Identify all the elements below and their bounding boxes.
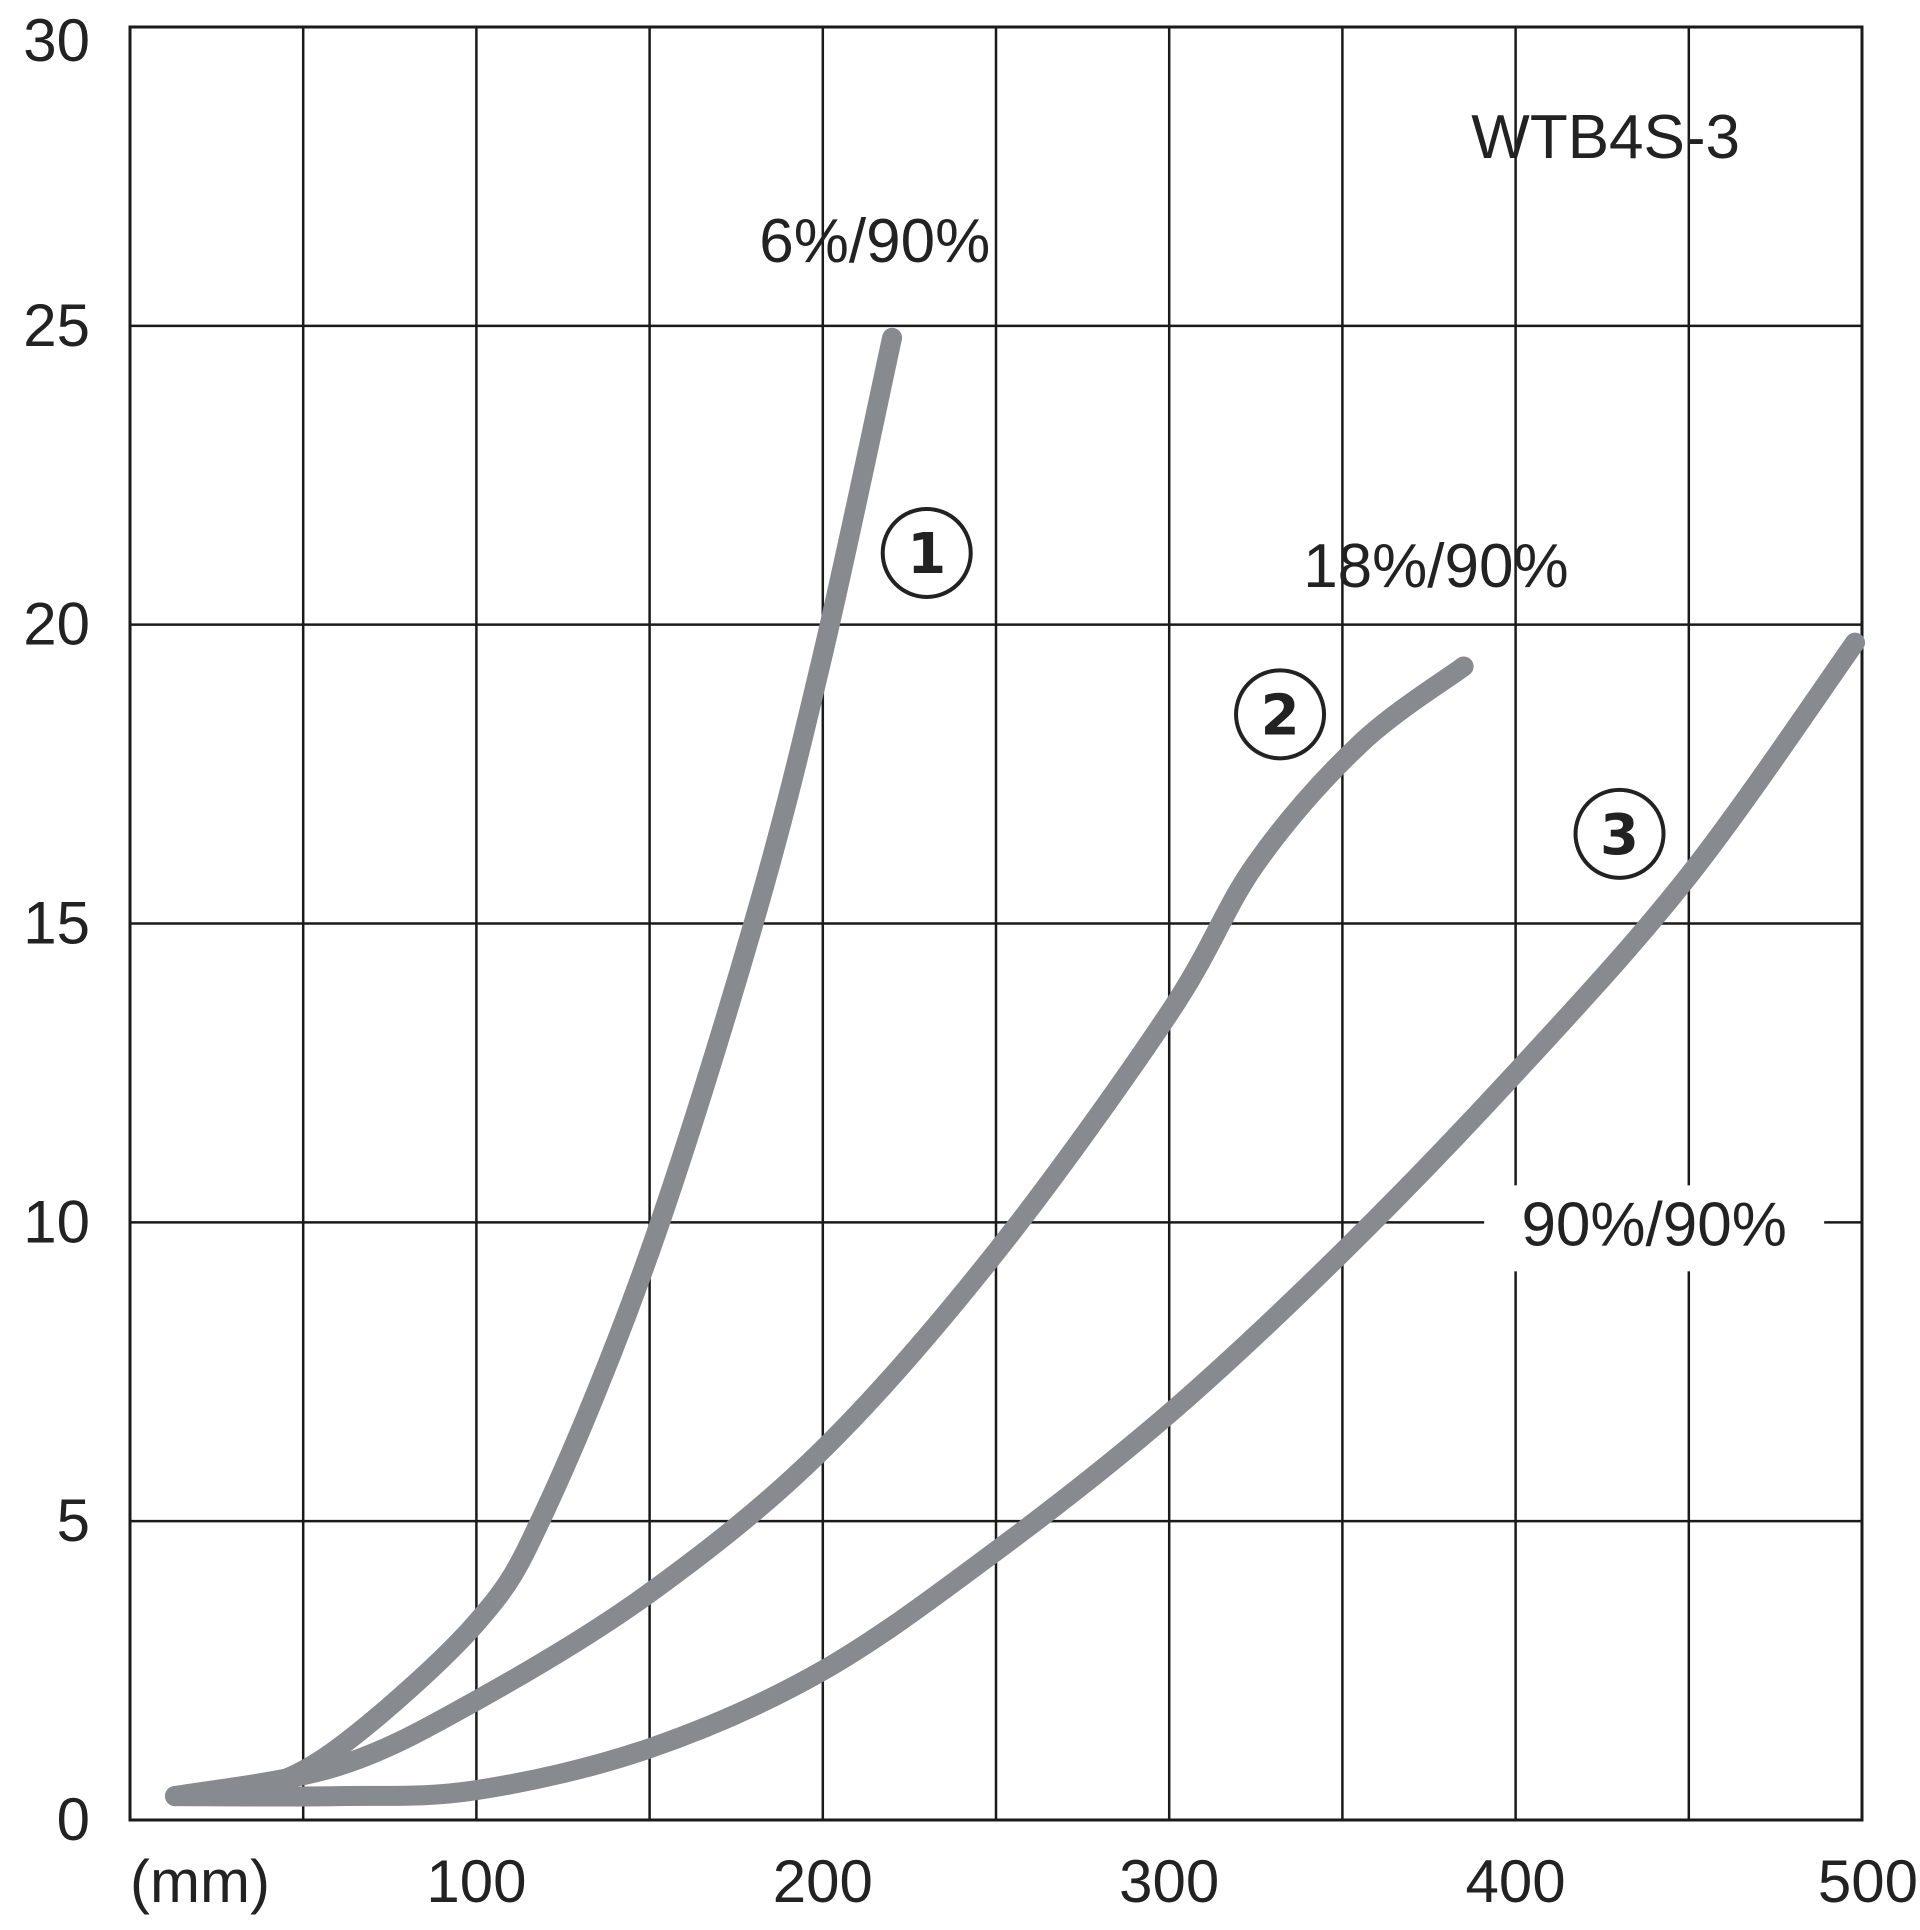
y-tick-label: 15 xyxy=(23,890,90,957)
y-tick-label: 5 xyxy=(57,1487,90,1554)
y-tick-label: 20 xyxy=(23,591,90,658)
series-marker-number: 3 xyxy=(1600,803,1639,868)
series-lines xyxy=(165,327,1866,1807)
annotation-bg xyxy=(1484,1185,1825,1272)
labels: 0 5 10 15 20 25 30 100 200 300 400 500 (mm) WTB4S-3 6%… xyxy=(23,7,1918,1915)
series-name-label: 90%/90% xyxy=(1521,1190,1786,1259)
model-label: WTB4S-3 xyxy=(1471,103,1740,172)
series-marker-circle xyxy=(880,506,973,599)
series-line-3 xyxy=(165,632,1866,1807)
series-marker-number: 1 xyxy=(907,522,946,587)
x-tick-label: 300 xyxy=(1119,1848,1219,1915)
y-tick-label: 0 xyxy=(57,1786,90,1853)
y-tick-label: 30 xyxy=(23,7,90,74)
x-tick-label: 200 xyxy=(773,1848,873,1915)
x-tick-label: 100 xyxy=(426,1848,526,1915)
x-unit-label: (mm) xyxy=(130,1848,270,1915)
series-line-1 xyxy=(165,327,903,1807)
y-tick-label: 25 xyxy=(23,292,90,359)
x-tick-label: 400 xyxy=(1466,1848,1566,1915)
series-line-2 xyxy=(165,656,1474,1807)
y-tick-label: 10 xyxy=(23,1188,90,1255)
series-marker-number: 2 xyxy=(1261,683,1300,748)
series-name-label: 18%/90% xyxy=(1303,532,1568,601)
series-marker-circle xyxy=(1573,787,1666,880)
series-name-label: 6%/90% xyxy=(759,207,990,276)
series-marker-circle xyxy=(1234,668,1327,761)
plot-frame xyxy=(128,25,1864,1822)
x-tick-label: 500 xyxy=(1818,1848,1918,1915)
